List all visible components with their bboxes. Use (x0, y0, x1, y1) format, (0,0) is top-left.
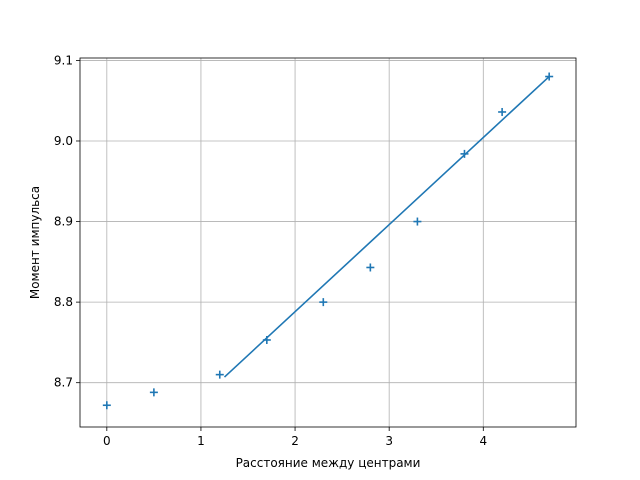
plot-data (102, 72, 554, 410)
data-point (215, 370, 224, 379)
fit-line (223, 75, 550, 378)
x-tick-label: 2 (291, 434, 299, 448)
y-tick-label: 8.7 (54, 376, 73, 390)
y-tick-label: 8.8 (54, 295, 73, 309)
x-tick-label: 0 (103, 434, 111, 448)
x-axis-label: Расстояние между центрами (236, 456, 421, 470)
x-tick-label: 4 (479, 434, 487, 448)
grid-lines (80, 58, 576, 427)
data-point (366, 263, 375, 272)
y-tick-label: 9.1 (54, 53, 73, 67)
axis-ticks: 0 1 2 3 4 8.7 8.8 8.9 9.0 9.1 (54, 53, 487, 448)
x-tick-label: 3 (385, 434, 393, 448)
y-tick-label: 9.0 (54, 134, 73, 148)
data-point (498, 107, 507, 116)
data-point (413, 217, 422, 226)
data-point (102, 401, 111, 410)
data-point (149, 388, 158, 397)
x-tick-label: 1 (197, 434, 205, 448)
plot-frame (79, 57, 577, 428)
y-tick-label: 8.9 (54, 215, 73, 229)
data-point (319, 298, 328, 307)
y-axis-label: Момент импульса (28, 186, 42, 299)
